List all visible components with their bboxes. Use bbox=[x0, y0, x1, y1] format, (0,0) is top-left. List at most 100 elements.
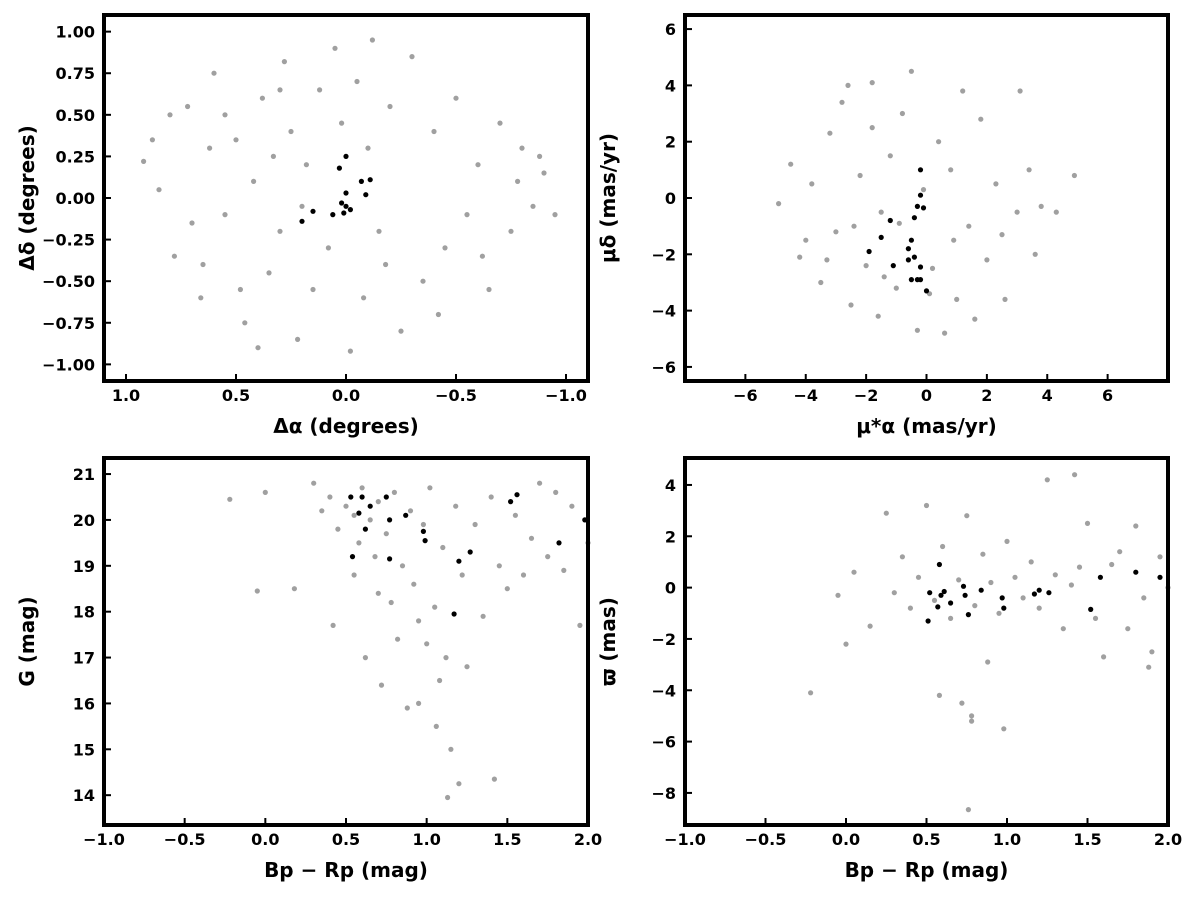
field-point bbox=[266, 270, 272, 276]
field-point bbox=[459, 572, 465, 578]
field-point bbox=[835, 592, 841, 598]
field-point bbox=[497, 120, 503, 126]
y-tick-label: 18 bbox=[73, 603, 95, 622]
field-point bbox=[277, 87, 283, 93]
field-point bbox=[960, 88, 966, 94]
series-members bbox=[925, 561, 1163, 624]
field-point bbox=[383, 531, 389, 537]
field-point bbox=[141, 158, 147, 164]
field-point bbox=[845, 82, 851, 88]
member-point bbox=[948, 600, 954, 606]
field-point bbox=[948, 615, 954, 622]
y-tick-label: 14 bbox=[73, 786, 95, 805]
panel-top-right: −6 −4 −2 0 2 4 6 6 4 2 0 −2 −4 −6 μ*α (mas/yr) μδ (mas/… bbox=[596, 13, 1170, 438]
field-point bbox=[867, 623, 873, 629]
member-point bbox=[356, 510, 362, 516]
y-tick-label: −4 bbox=[651, 681, 676, 700]
field-point bbox=[420, 521, 426, 528]
field-point bbox=[311, 480, 317, 486]
field-point bbox=[222, 112, 228, 118]
field-point bbox=[1014, 209, 1020, 215]
field-point bbox=[1146, 664, 1152, 670]
member-point bbox=[508, 499, 514, 505]
field-point bbox=[969, 713, 975, 719]
y-tick-label: −6 bbox=[651, 733, 676, 752]
field-point bbox=[809, 181, 815, 187]
field-point bbox=[437, 677, 443, 684]
field-point bbox=[443, 655, 449, 661]
field-point bbox=[936, 139, 942, 145]
field-point bbox=[907, 605, 914, 611]
field-point bbox=[254, 588, 260, 594]
field-point bbox=[512, 512, 519, 518]
field-point bbox=[398, 328, 404, 334]
x-tick-label: 1.0 bbox=[112, 386, 140, 405]
member-point bbox=[890, 263, 896, 269]
field-point bbox=[456, 781, 462, 787]
field-point bbox=[185, 103, 191, 110]
field-point bbox=[427, 485, 433, 491]
field-point bbox=[875, 313, 881, 319]
field-point bbox=[959, 700, 965, 706]
field-point bbox=[899, 554, 906, 560]
field-point bbox=[1002, 296, 1008, 302]
field-point bbox=[833, 229, 839, 235]
y-tick-label: −0.50 bbox=[42, 272, 95, 291]
member-point bbox=[917, 277, 924, 283]
field-point bbox=[972, 316, 978, 322]
field-point bbox=[541, 170, 547, 176]
field-point bbox=[520, 572, 527, 578]
field-point bbox=[980, 551, 986, 557]
field-point bbox=[319, 508, 325, 514]
field-point bbox=[808, 690, 814, 696]
x-tick-label: 0.0 bbox=[832, 830, 860, 849]
field-point bbox=[1017, 88, 1023, 94]
member-point bbox=[1088, 606, 1094, 613]
field-point bbox=[936, 692, 943, 699]
x-axis-label: μ*α (mas/yr) bbox=[856, 414, 997, 438]
field-point bbox=[569, 503, 575, 509]
field-point bbox=[375, 590, 381, 596]
x-tick-label: 4 bbox=[1042, 386, 1053, 405]
field-point bbox=[914, 327, 921, 333]
field-point bbox=[1012, 574, 1018, 580]
member-point bbox=[1097, 574, 1103, 580]
field-point bbox=[931, 597, 938, 604]
field-point bbox=[424, 641, 430, 647]
y-tick-label: 0.75 bbox=[56, 64, 95, 83]
x-axis-label: Bp − Rp (mag) bbox=[845, 858, 1009, 882]
x-axis-label: Δα (degrees) bbox=[273, 414, 419, 438]
field-point bbox=[964, 513, 970, 519]
series-members bbox=[348, 492, 588, 617]
field-point bbox=[965, 807, 972, 813]
field-point bbox=[537, 153, 543, 159]
field-point bbox=[445, 794, 451, 801]
x-tick-label: 0.5 bbox=[332, 830, 360, 849]
member-point bbox=[343, 153, 349, 159]
field-point bbox=[1109, 561, 1115, 568]
member-point bbox=[387, 556, 393, 562]
field-point bbox=[1101, 654, 1107, 660]
y-tick-label: −1.00 bbox=[42, 355, 95, 374]
y-tick-label: 0.25 bbox=[56, 147, 95, 166]
field-point bbox=[376, 228, 382, 234]
y-tick-label: 19 bbox=[73, 557, 95, 576]
field-point bbox=[367, 517, 373, 523]
member-point bbox=[359, 494, 365, 500]
field-point bbox=[411, 581, 417, 587]
x-tick-label: 1.0 bbox=[993, 830, 1021, 849]
member-point bbox=[336, 165, 342, 171]
field-point bbox=[951, 237, 957, 243]
member-point bbox=[383, 494, 389, 500]
field-point bbox=[387, 103, 393, 110]
field-point bbox=[391, 489, 397, 495]
member-point bbox=[941, 588, 947, 595]
x-tick-label: 2.0 bbox=[574, 830, 602, 849]
x-tick-label: 0 bbox=[921, 386, 932, 405]
field-point bbox=[519, 145, 525, 151]
field-point bbox=[251, 178, 257, 184]
field-point bbox=[899, 110, 906, 117]
member-point bbox=[514, 492, 520, 498]
field-point bbox=[1053, 209, 1059, 215]
field-point bbox=[996, 610, 1002, 616]
